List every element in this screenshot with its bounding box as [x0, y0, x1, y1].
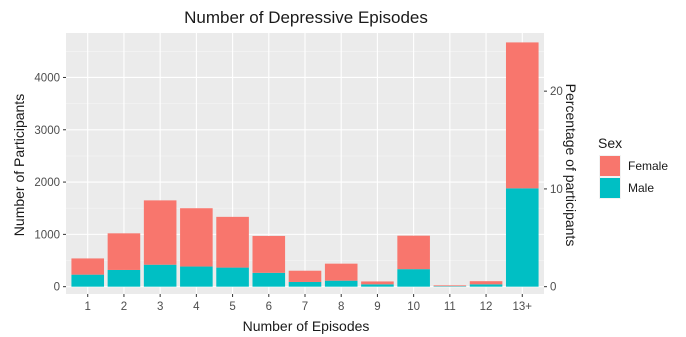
- legend-label-female: Female: [628, 159, 668, 173]
- bar-female-2: [107, 233, 141, 270]
- y2-axis-title: Percentage of participants: [563, 84, 579, 247]
- legend-label-male: Male: [628, 181, 654, 195]
- bar-male-5: [216, 267, 249, 287]
- x-tick-label: 11: [444, 301, 456, 313]
- legend-swatch-female: [600, 156, 620, 176]
- y-tick-label: 3000: [34, 125, 60, 137]
- bar-female-13+: [505, 42, 539, 189]
- x-tick-label: 9: [374, 301, 380, 313]
- legend: Sex Female Male: [598, 135, 668, 199]
- bar-female-4: [180, 208, 213, 267]
- y2-tick-label: 10: [550, 184, 563, 196]
- x-tick-label: 2: [121, 301, 127, 313]
- x-tick-label: 8: [338, 301, 344, 313]
- x-tick-label: 3: [157, 301, 163, 313]
- bar-male-1: [71, 274, 105, 287]
- bar-male-11: [433, 286, 467, 287]
- y-tick-label: 2000: [34, 177, 60, 189]
- bar-male-7: [288, 281, 322, 287]
- bar-female-10: [397, 235, 430, 270]
- y2-tick-label: 20: [550, 86, 563, 98]
- bar-female-5: [216, 216, 249, 268]
- x-tick-label: 7: [302, 301, 308, 313]
- y2-tick-label: 0: [550, 282, 556, 294]
- x-tick-label: 1: [85, 301, 91, 313]
- bar-female-7: [288, 270, 322, 282]
- y-tick-label: 0: [54, 282, 60, 294]
- bar-female-3: [143, 200, 177, 265]
- x-tick-label: 5: [229, 301, 235, 313]
- bar-female-12: [469, 281, 503, 285]
- bar-female-6: [252, 235, 286, 273]
- bar-female-1: [71, 258, 105, 275]
- x-tick-label: 12: [480, 301, 493, 313]
- y-tick-label: 1000: [34, 229, 60, 241]
- bar-male-13+: [505, 188, 539, 287]
- legend-title: Sex: [598, 135, 622, 151]
- bars: [71, 42, 539, 287]
- x-tick-label: 6: [266, 301, 272, 313]
- y2-axis: 0 10 20: [544, 86, 563, 294]
- bar-female-9: [361, 281, 394, 285]
- x-axis-title: Number of Episodes: [243, 318, 370, 334]
- y-axis: 0 1000 2000 3000 4000: [34, 72, 66, 294]
- chart-title: Number of Depressive Episodes: [184, 8, 428, 27]
- bar-male-4: [180, 266, 213, 287]
- y-tick-label: 4000: [34, 72, 60, 84]
- bar-male-9: [361, 284, 394, 287]
- x-tick-label: 10: [407, 301, 420, 313]
- bar-female-11: [433, 285, 467, 287]
- bar-female-8: [324, 263, 358, 281]
- bar-male-10: [397, 269, 430, 287]
- bar-male-2: [107, 269, 141, 287]
- bar-male-6: [252, 272, 286, 287]
- legend-swatch-male: [600, 178, 620, 198]
- bar-male-12: [469, 284, 503, 287]
- y-axis-title: Number of Participants: [11, 94, 27, 236]
- bar-male-8: [324, 280, 358, 287]
- bar-male-3: [143, 264, 177, 287]
- x-tick-label: 4: [193, 301, 200, 313]
- x-tick-label: 13+: [513, 301, 533, 313]
- x-axis: 1 2 3 4 5 6 7 8 9 10 11 12 13+: [85, 294, 533, 313]
